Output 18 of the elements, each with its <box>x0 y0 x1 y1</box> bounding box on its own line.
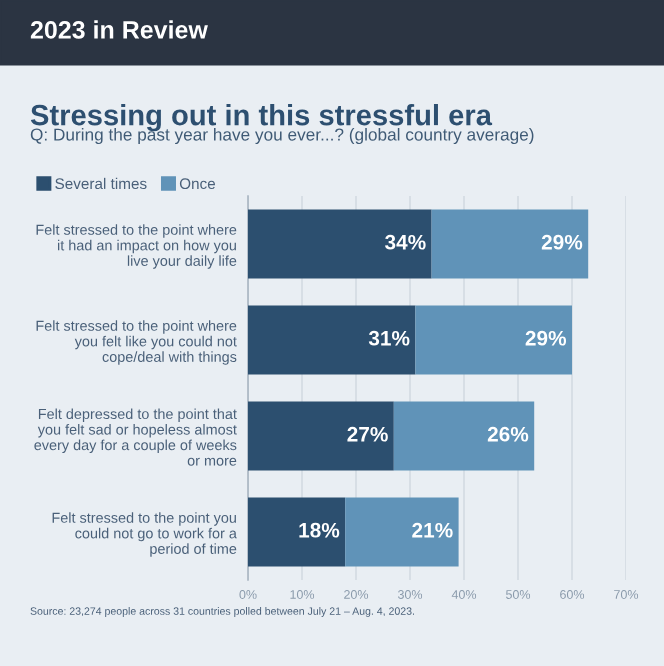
chart-subtitle: Q: During the past year have you ever...? (global country average) <box>30 128 534 145</box>
bar <box>431 209 589 279</box>
bar <box>248 209 432 279</box>
data-label: 21% <box>412 522 453 538</box>
data-label: 26% <box>487 426 529 442</box>
data-label: 34% <box>384 234 426 250</box>
bar <box>345 497 459 567</box>
data-label: 31% <box>368 330 410 346</box>
data-label: 18% <box>299 522 340 538</box>
data-label: 29% <box>541 234 583 250</box>
bar <box>248 497 346 567</box>
data-label: 29% <box>525 330 567 346</box>
text: 2023 in Review <box>30 20 208 39</box>
bar <box>248 305 416 375</box>
bar <box>248 401 394 471</box>
bar <box>393 401 535 471</box>
bar <box>415 305 572 375</box>
data-label: 27% <box>347 426 388 442</box>
